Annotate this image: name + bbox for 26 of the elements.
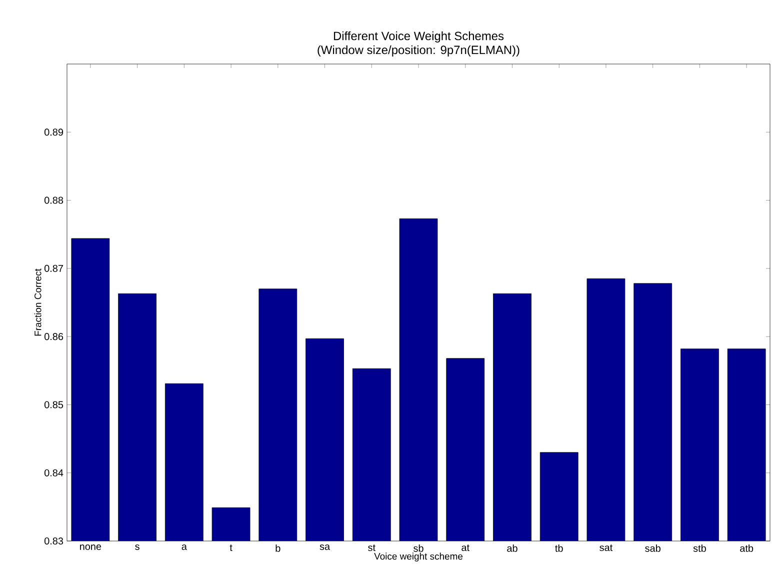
x-tick-label: a (182, 544, 187, 550)
y-tick-label: 0.87 (44, 264, 63, 272)
x-tick-label: sat (600, 544, 613, 552)
y-tick-label: 0.89 (44, 128, 64, 136)
x-tick-label: ab (507, 544, 518, 552)
y-tick-label: 0.88 (44, 196, 64, 204)
x-tick-label: none (80, 544, 102, 550)
y-tick-label: 0.83 (44, 537, 64, 545)
x-tick-label: st (368, 544, 376, 552)
x-tick-label: at (462, 544, 470, 552)
x-tick-label: t (230, 544, 232, 552)
x-tick-label: b (276, 544, 280, 552)
x-tick-label: tb (555, 544, 563, 552)
x-tick-label: sa (320, 544, 330, 550)
chart-title: Different Voice Weight Schemes (334, 31, 504, 43)
chart-subtitle: (Window size/position: 9p7n(ELMAN)) (318, 45, 520, 57)
y-tick-label: 0.84 (44, 469, 64, 476)
x-axis-title: Voice weight scheme (374, 552, 463, 562)
x-tick-label: atb (740, 544, 754, 552)
x-tick-label: s (135, 544, 140, 550)
y-axis-title: Fraction Correct (34, 268, 42, 336)
x-tick-label: sb (414, 544, 424, 552)
y-tick-label: 0.86 (44, 333, 64, 340)
y-tick-label: 0.85 (44, 401, 64, 408)
x-tick-label: stb (693, 544, 706, 552)
x-tick-label: sab (645, 544, 660, 552)
